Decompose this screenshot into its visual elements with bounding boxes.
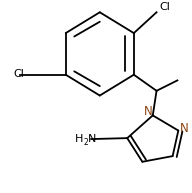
Text: N: N: [88, 134, 96, 144]
Text: N: N: [180, 122, 188, 135]
Text: 2: 2: [84, 138, 89, 147]
Text: N: N: [144, 105, 152, 118]
Text: Cl: Cl: [159, 2, 170, 12]
Text: H: H: [75, 134, 84, 144]
Text: Cl: Cl: [14, 69, 25, 79]
